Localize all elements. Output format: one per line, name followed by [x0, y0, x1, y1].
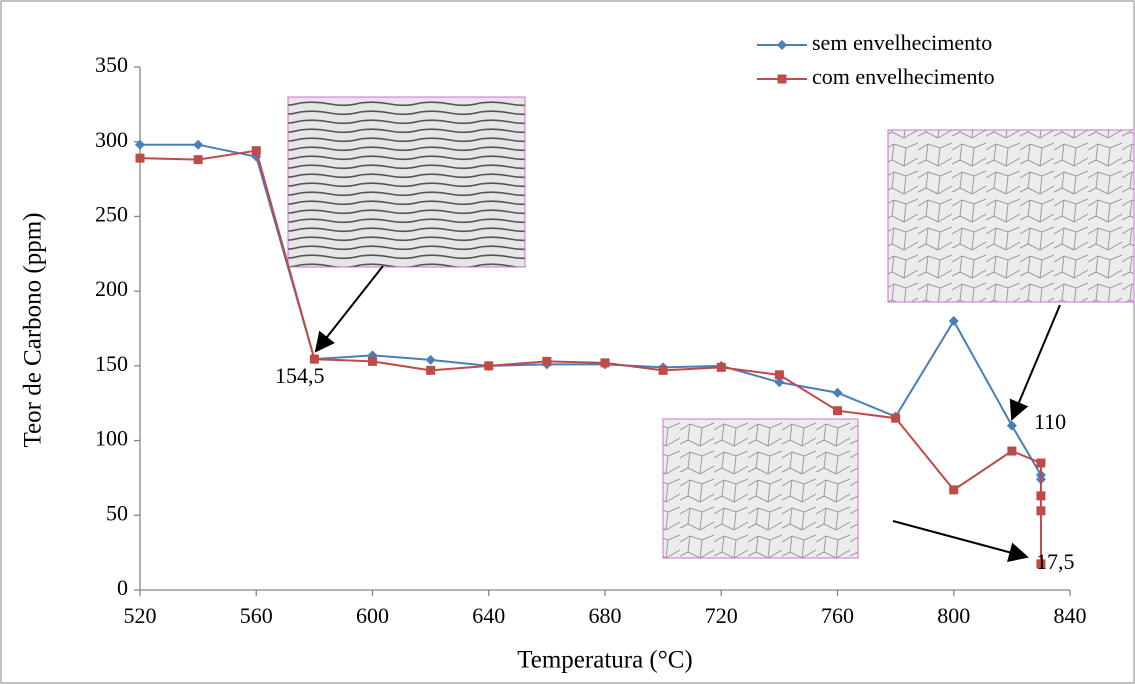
- marker: [1007, 446, 1017, 456]
- marker: [542, 356, 552, 366]
- marker: [135, 139, 145, 150]
- marker: [774, 377, 785, 388]
- marker: [948, 316, 959, 327]
- marker: [777, 40, 787, 50]
- marker: [716, 362, 726, 372]
- x-tick-label: 840: [1054, 603, 1087, 628]
- marker: [484, 361, 494, 371]
- marker: [1036, 491, 1046, 501]
- marker: [251, 146, 261, 156]
- arrow: [892, 520, 1029, 562]
- marker: [193, 155, 203, 165]
- series-line: [139, 149, 1042, 564]
- y-axis-label: Teor de Carbono (ppm): [20, 213, 47, 448]
- y-tick-label: 150: [95, 351, 128, 376]
- marker: [949, 485, 959, 495]
- marker: [193, 139, 204, 150]
- x-tick-label: 560: [240, 603, 273, 628]
- marker: [368, 356, 377, 366]
- legend-label: sem envelhecimento: [812, 30, 992, 55]
- marker: [774, 370, 784, 380]
- legend-label: com envelhecimento: [812, 64, 995, 89]
- marker: [658, 365, 668, 375]
- marker: [600, 358, 610, 368]
- micrograph: [887, 129, 1135, 303]
- y-tick-label: 200: [95, 276, 128, 301]
- y-tick-label: 0: [117, 575, 128, 600]
- annotation: 154,5: [275, 363, 325, 388]
- marker: [309, 354, 319, 364]
- x-tick-label: 720: [705, 603, 738, 628]
- annotation: 17,5: [1036, 549, 1075, 574]
- x-tick-label: 800: [937, 603, 970, 628]
- x-tick-label: 520: [124, 603, 157, 628]
- marker: [1036, 458, 1046, 468]
- arrow: [314, 265, 384, 353]
- marker: [425, 354, 436, 365]
- y-tick-label: 50: [106, 500, 128, 525]
- y-tick-label: 300: [95, 127, 128, 152]
- x-tick-label: 680: [589, 603, 622, 628]
- x-tick-label: 640: [472, 603, 505, 628]
- marker: [833, 406, 842, 416]
- marker: [1006, 420, 1017, 431]
- y-tick-label: 250: [95, 201, 128, 226]
- marker: [135, 153, 145, 163]
- marker: [891, 413, 901, 423]
- x-tick-label: 760: [821, 603, 854, 628]
- annotation: 110: [1034, 409, 1066, 434]
- y-tick-label: 350: [95, 52, 128, 77]
- x-axis-label: Temperatura (°C): [517, 647, 693, 674]
- x-tick-label: 600: [356, 603, 389, 628]
- marker: [832, 387, 843, 398]
- marker: [1036, 506, 1046, 516]
- micrograph: [287, 96, 526, 268]
- arrow: [1009, 304, 1061, 421]
- micrograph: [662, 418, 859, 559]
- marker: [1036, 559, 1046, 569]
- marker: [426, 365, 436, 375]
- y-tick-label: 100: [95, 426, 128, 451]
- marker: [777, 74, 787, 84]
